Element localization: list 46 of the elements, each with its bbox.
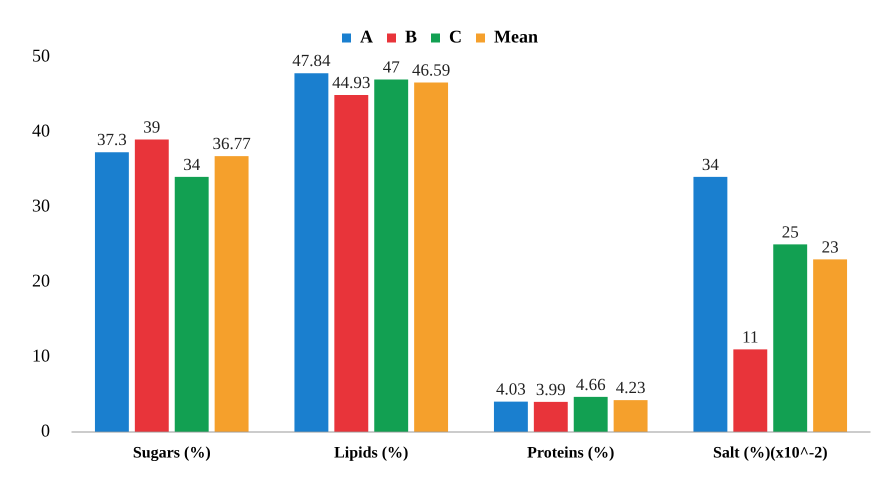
data-label: 46.59 (412, 60, 450, 80)
x-tick-label: Lipids (%) (334, 444, 408, 462)
y-tick-label: 10 (32, 346, 50, 366)
y-tick-label: 40 (32, 120, 50, 141)
bar (294, 73, 328, 432)
bar (574, 396, 608, 432)
data-label: 23 (822, 237, 839, 256)
x-tick-label: Proteins (%) (527, 444, 614, 462)
x-tick-label: Sugars (%) (132, 444, 211, 462)
data-label: 36.77 (212, 134, 252, 154)
y-tick-label: 0 (41, 420, 50, 441)
bar (174, 176, 209, 432)
x-tick-label: Salt (%)(x10^-2) (712, 444, 828, 462)
data-label: 25 (782, 222, 799, 242)
y-tick-label: 20 (32, 270, 50, 291)
bar (614, 400, 648, 432)
data-label: 34 (702, 154, 720, 174)
data-label: 4.23 (616, 378, 646, 398)
bar (374, 79, 408, 432)
data-label: 47 (382, 57, 400, 76)
data-label: 47.84 (292, 51, 332, 70)
bar (94, 152, 129, 432)
data-label: 34 (183, 154, 201, 174)
bar (134, 139, 169, 432)
legend-label: B (405, 26, 418, 47)
data-label: 44.93 (332, 72, 370, 92)
y-tick-label: 50 (32, 46, 50, 66)
data-label: 4.66 (576, 374, 606, 394)
data-label: 37.3 (97, 130, 127, 150)
bar (773, 244, 808, 432)
bar (414, 82, 448, 432)
y-tick-label: 30 (32, 196, 50, 216)
bar (693, 176, 728, 432)
bar (534, 402, 568, 432)
data-label: 11 (742, 327, 758, 346)
bar (214, 156, 249, 432)
bar (733, 349, 768, 432)
data-label: 4.03 (496, 380, 526, 399)
legend-label: A (360, 26, 374, 47)
data-label: 39 (143, 117, 160, 136)
bar (813, 259, 848, 432)
bar (494, 402, 528, 432)
bar (334, 95, 368, 432)
legend-label: Mean (494, 26, 538, 47)
legend-label: C (449, 26, 462, 47)
data-label: 3.99 (536, 380, 566, 399)
